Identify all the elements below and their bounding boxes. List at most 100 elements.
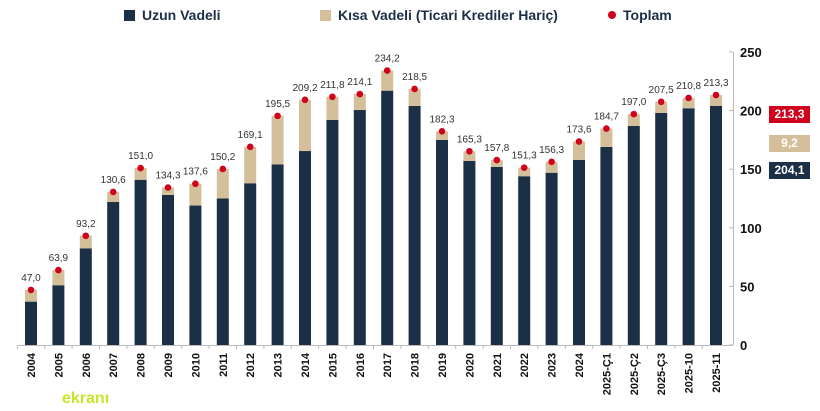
y-tick-label: 50 — [740, 279, 754, 294]
total-dot — [192, 180, 199, 188]
data-label: 209,2 — [292, 83, 317, 94]
bar-short-term — [381, 70, 394, 91]
bar-short-term — [162, 187, 174, 195]
bar-long-term — [353, 110, 366, 345]
x-tick-label: 2010 — [190, 353, 202, 377]
bar-long-term — [682, 108, 695, 345]
data-label: 134,3 — [155, 171, 180, 182]
legend-label: Kısa Vadeli (Ticari Krediler Hariç) — [338, 7, 558, 23]
bar-long-term — [436, 139, 448, 345]
y-tick-label: 250 — [740, 45, 762, 60]
total-dot — [82, 232, 90, 240]
data-label: 130,6 — [101, 175, 126, 186]
bar-short-term — [79, 235, 92, 249]
x-tick-label: 2012 — [245, 353, 257, 377]
legend-label: Toplam — [623, 7, 672, 23]
bar-long-term — [518, 176, 531, 345]
x-tick-label: 2025-Ç3 — [656, 353, 668, 395]
latest-long-term-box: 204,1 — [769, 162, 810, 179]
total-dot — [356, 90, 364, 98]
bar-long-term — [463, 160, 476, 345]
bar-short-term — [518, 167, 531, 177]
x-tick-label: 2004 — [26, 352, 38, 377]
bar-short-term — [600, 128, 613, 147]
total-dot — [301, 96, 309, 104]
legend-label: Uzun Vadeli — [142, 7, 221, 23]
x-tick-label: 2023 — [547, 353, 559, 377]
bar-short-term — [107, 191, 120, 203]
x-tick-label: 2025-Ç1 — [601, 353, 613, 395]
bar-short-term — [627, 114, 640, 126]
data-label: 214,1 — [347, 77, 372, 88]
bar-long-term — [600, 146, 613, 345]
latest-total-box: 213,3 — [769, 106, 810, 123]
bar-short-term — [463, 151, 476, 161]
bar-long-term — [244, 183, 257, 345]
bar-short-term — [25, 289, 37, 302]
data-label: 184,7 — [594, 112, 619, 123]
bar-short-term — [573, 141, 585, 160]
x-tick-label: 2011 — [218, 353, 230, 377]
bar-long-term — [545, 172, 558, 345]
bar-short-term — [299, 99, 311, 152]
data-label: 151,0 — [128, 151, 153, 162]
bar-short-term — [682, 97, 695, 109]
x-tick-label: 2014 — [300, 352, 312, 377]
total-dot — [274, 112, 281, 120]
bar-long-term — [408, 105, 421, 345]
y-tick-label: 0 — [740, 338, 747, 353]
legend-dot-total — [608, 11, 616, 19]
x-tick-label: 2016 — [355, 353, 367, 377]
legend: Uzun Vadeli Kısa Vadeli (Ticari Krediler… — [0, 7, 820, 27]
total-dot — [520, 164, 528, 171]
bar-short-term — [216, 168, 229, 199]
x-tick-label: 2022 — [519, 353, 531, 377]
legend-item-total: Toplam — [608, 7, 672, 23]
watermark-logo: ekranı — [62, 390, 110, 407]
x-tick-label: 2015 — [327, 353, 339, 377]
bar-long-term — [627, 125, 640, 345]
bar-short-term — [490, 160, 503, 167]
bar-short-term — [271, 115, 284, 165]
total-dot — [329, 93, 336, 101]
x-tick-label: 2019 — [437, 353, 449, 377]
total-dot — [411, 85, 418, 93]
data-label: 234,2 — [375, 54, 400, 65]
data-label: 165,3 — [457, 134, 482, 145]
bar-long-term — [25, 301, 37, 345]
total-dot — [712, 91, 720, 99]
bar-short-term — [52, 270, 65, 286]
legend-item-short-term: Kısa Vadeli (Ticari Krediler Hariç) — [320, 7, 558, 23]
total-dot — [575, 138, 583, 145]
data-label: 207,5 — [649, 85, 674, 96]
bar-short-term — [408, 88, 421, 106]
x-tick-label: 2025-10 — [684, 353, 696, 393]
x-tick-label: 2006 — [81, 353, 93, 377]
total-dot — [109, 188, 117, 196]
data-label: 151,3 — [512, 151, 537, 162]
bar-long-term — [490, 166, 503, 345]
bar-short-term — [244, 146, 257, 184]
x-tick-label: 2021 — [492, 353, 504, 377]
x-tick-label: 2017 — [382, 353, 394, 377]
total-dot — [685, 94, 692, 102]
bar-long-term — [710, 105, 722, 345]
data-label: 150,2 — [210, 152, 235, 163]
x-tick-label: 2024 — [574, 352, 586, 377]
legend-swatch-long-term — [124, 9, 135, 21]
total-dot — [493, 156, 501, 164]
total-dot — [164, 184, 172, 191]
bar-long-term — [79, 248, 92, 345]
data-label: 218,5 — [402, 72, 427, 83]
bar-short-term — [353, 94, 366, 111]
total-dot — [603, 125, 610, 132]
bar-long-term — [52, 285, 65, 345]
data-label: 210,8 — [676, 81, 701, 92]
bar-short-term — [655, 101, 668, 113]
bar-short-term — [710, 95, 722, 106]
total-dot — [27, 286, 35, 294]
latest-short-term-box: 9,2 — [769, 135, 810, 152]
x-tick-label: 2020 — [464, 353, 476, 377]
bar-long-term — [655, 112, 668, 345]
data-label: 157,8 — [484, 143, 509, 154]
